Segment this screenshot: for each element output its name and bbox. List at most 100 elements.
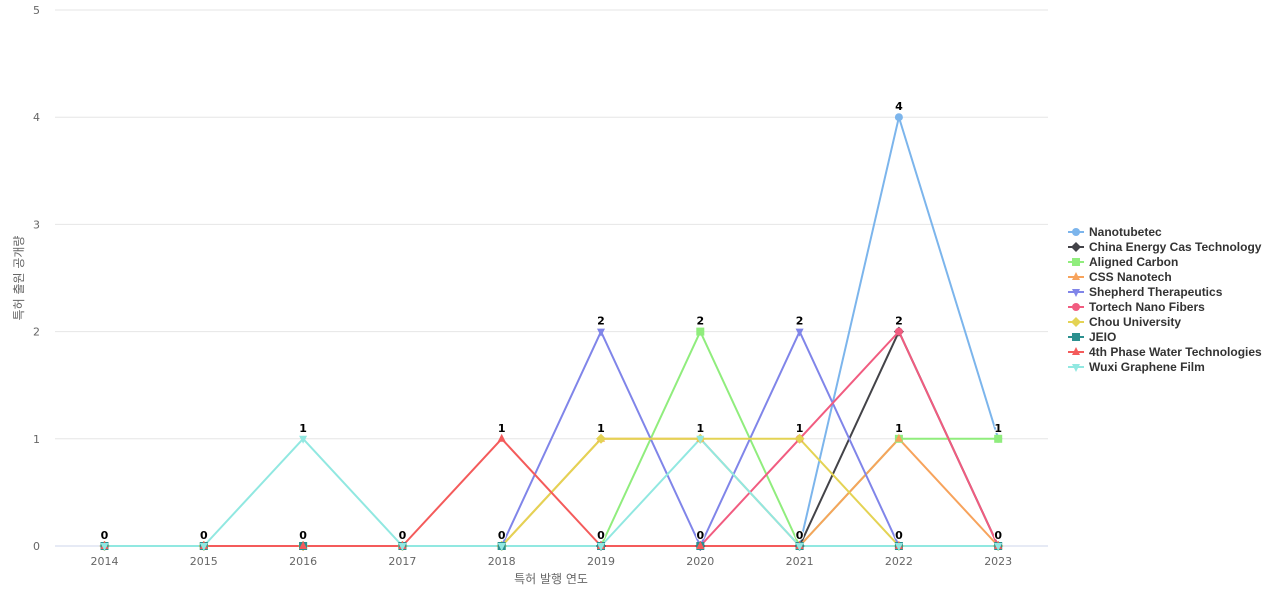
data-labels: 0 0 1 0 0 1 0 2 1 0 2 1 0 2 1 0 4 2 1 0 1 0 <box>100 99 1004 543</box>
data-point <box>597 543 605 551</box>
data-label: 0 <box>895 529 903 542</box>
y-tick-label: 5 <box>33 4 40 17</box>
legend-label: Shepherd Therapeutics <box>1089 284 1223 299</box>
data-point <box>497 543 506 551</box>
data-point <box>299 541 308 549</box>
legend-label: CSS Nanotech <box>1089 269 1172 284</box>
data-label: 1 <box>796 422 804 435</box>
data-point <box>1072 288 1080 297</box>
x-tick-label: 2022 <box>885 555 913 568</box>
data-label: 0 <box>498 529 506 542</box>
data-point <box>696 435 705 444</box>
data-point <box>894 543 903 551</box>
legend-item[interactable]: Aligned Carbon <box>1068 254 1262 269</box>
series-line-8 <box>103 437 1000 547</box>
legend-item[interactable]: Wuxi Graphene Film <box>1068 359 1262 374</box>
data-point <box>894 113 903 122</box>
legend-label: JEIO <box>1089 329 1117 344</box>
legend-swatch <box>1068 288 1084 297</box>
legend-label: Tortech Nano Fibers <box>1089 299 1205 314</box>
legend-label: Nanotubetec <box>1089 224 1162 239</box>
data-label: 0 <box>994 529 1002 542</box>
x-tick-label: 2020 <box>686 555 714 568</box>
data-label: 1 <box>299 422 307 435</box>
data-point <box>398 543 407 551</box>
legend-swatch <box>1068 363 1084 372</box>
legend-item[interactable]: Chou University <box>1068 314 1262 329</box>
legend-item[interactable]: CSS Nanotech <box>1068 269 1262 284</box>
data-label: 0 <box>597 529 605 542</box>
series-line-9 <box>103 437 1000 547</box>
legend-label: 4th Phase Water Technologies <box>1089 344 1262 359</box>
legend-item[interactable]: Nanotubetec <box>1068 224 1262 239</box>
legend-item[interactable]: JEIO <box>1068 329 1262 344</box>
legend-swatch <box>1068 271 1084 280</box>
legend-label: Wuxi Graphene Film <box>1089 359 1205 374</box>
data-point <box>894 327 903 336</box>
legend-swatch <box>1068 227 1084 236</box>
data-label: 2 <box>696 315 704 328</box>
gridlines <box>55 9 1048 547</box>
data-point <box>100 543 109 551</box>
y-tick-label: 2 <box>33 326 40 339</box>
data-label: 0 <box>399 529 407 542</box>
data-point <box>1072 257 1080 266</box>
x-tick-label: 2017 <box>388 555 416 568</box>
data-point <box>1072 332 1080 341</box>
data-label: 2 <box>796 315 804 328</box>
data-label: 1 <box>498 422 506 435</box>
legend-item[interactable]: China Energy Cas Technology <box>1068 239 1262 254</box>
data-point <box>1072 363 1080 372</box>
data-point <box>596 433 606 444</box>
y-tick-label: 4 <box>33 111 40 124</box>
x-tick-label: 2018 <box>488 555 516 568</box>
chart-legend: Nanotubetec China Energy Cas Technology Al… <box>1068 224 1262 374</box>
legend-swatch <box>1068 302 1084 311</box>
data-label: 2 <box>597 315 605 328</box>
legend-swatch <box>1068 316 1084 327</box>
data-label: 1 <box>597 422 605 435</box>
legend-label: Aligned Carbon <box>1089 254 1179 269</box>
x-tick-label: 2023 <box>984 555 1012 568</box>
legend-swatch <box>1068 332 1084 341</box>
data-point <box>795 328 804 337</box>
legend-item[interactable]: Shepherd Therapeutics <box>1068 284 1262 299</box>
data-point <box>1072 227 1080 236</box>
legend-swatch <box>1068 257 1084 266</box>
data-label: 1 <box>895 422 903 435</box>
x-tick-label: 2015 <box>190 555 218 568</box>
data-point <box>1072 271 1080 280</box>
data-point <box>497 433 506 442</box>
y-axis-title: 특허 출원 공개량 <box>12 236 26 321</box>
data-label: 1 <box>994 422 1002 435</box>
x-tick-label: 2021 <box>786 555 814 568</box>
data-label: 4 <box>895 100 903 113</box>
data-point <box>994 434 1003 443</box>
data-point <box>696 327 705 336</box>
data-point <box>794 433 805 444</box>
data-label: 1 <box>696 422 704 435</box>
data-point <box>299 435 308 444</box>
legend-item[interactable]: 4th Phase Water Technologies <box>1068 344 1262 359</box>
data-label: 0 <box>796 529 804 542</box>
legend-label: Chou University <box>1089 314 1182 329</box>
series-markers <box>99 113 1004 551</box>
data-point <box>597 328 605 337</box>
data-point <box>199 543 208 551</box>
y-tick-label: 1 <box>33 433 40 446</box>
legend-swatch <box>1068 346 1084 355</box>
y-tick-label: 3 <box>33 218 40 231</box>
data-label: 0 <box>200 529 208 542</box>
x-tick-label: 2014 <box>91 555 119 568</box>
data-label: 0 <box>299 529 307 542</box>
data-point <box>1072 302 1080 311</box>
y-tick-label: 0 <box>33 540 40 553</box>
data-point <box>1072 346 1080 355</box>
data-label: 0 <box>101 529 109 542</box>
legend-item[interactable]: Tortech Nano Fibers <box>1068 299 1262 314</box>
data-point <box>696 541 705 549</box>
data-label: 2 <box>895 315 903 328</box>
legend-label: China Energy Cas Technology <box>1089 239 1262 254</box>
